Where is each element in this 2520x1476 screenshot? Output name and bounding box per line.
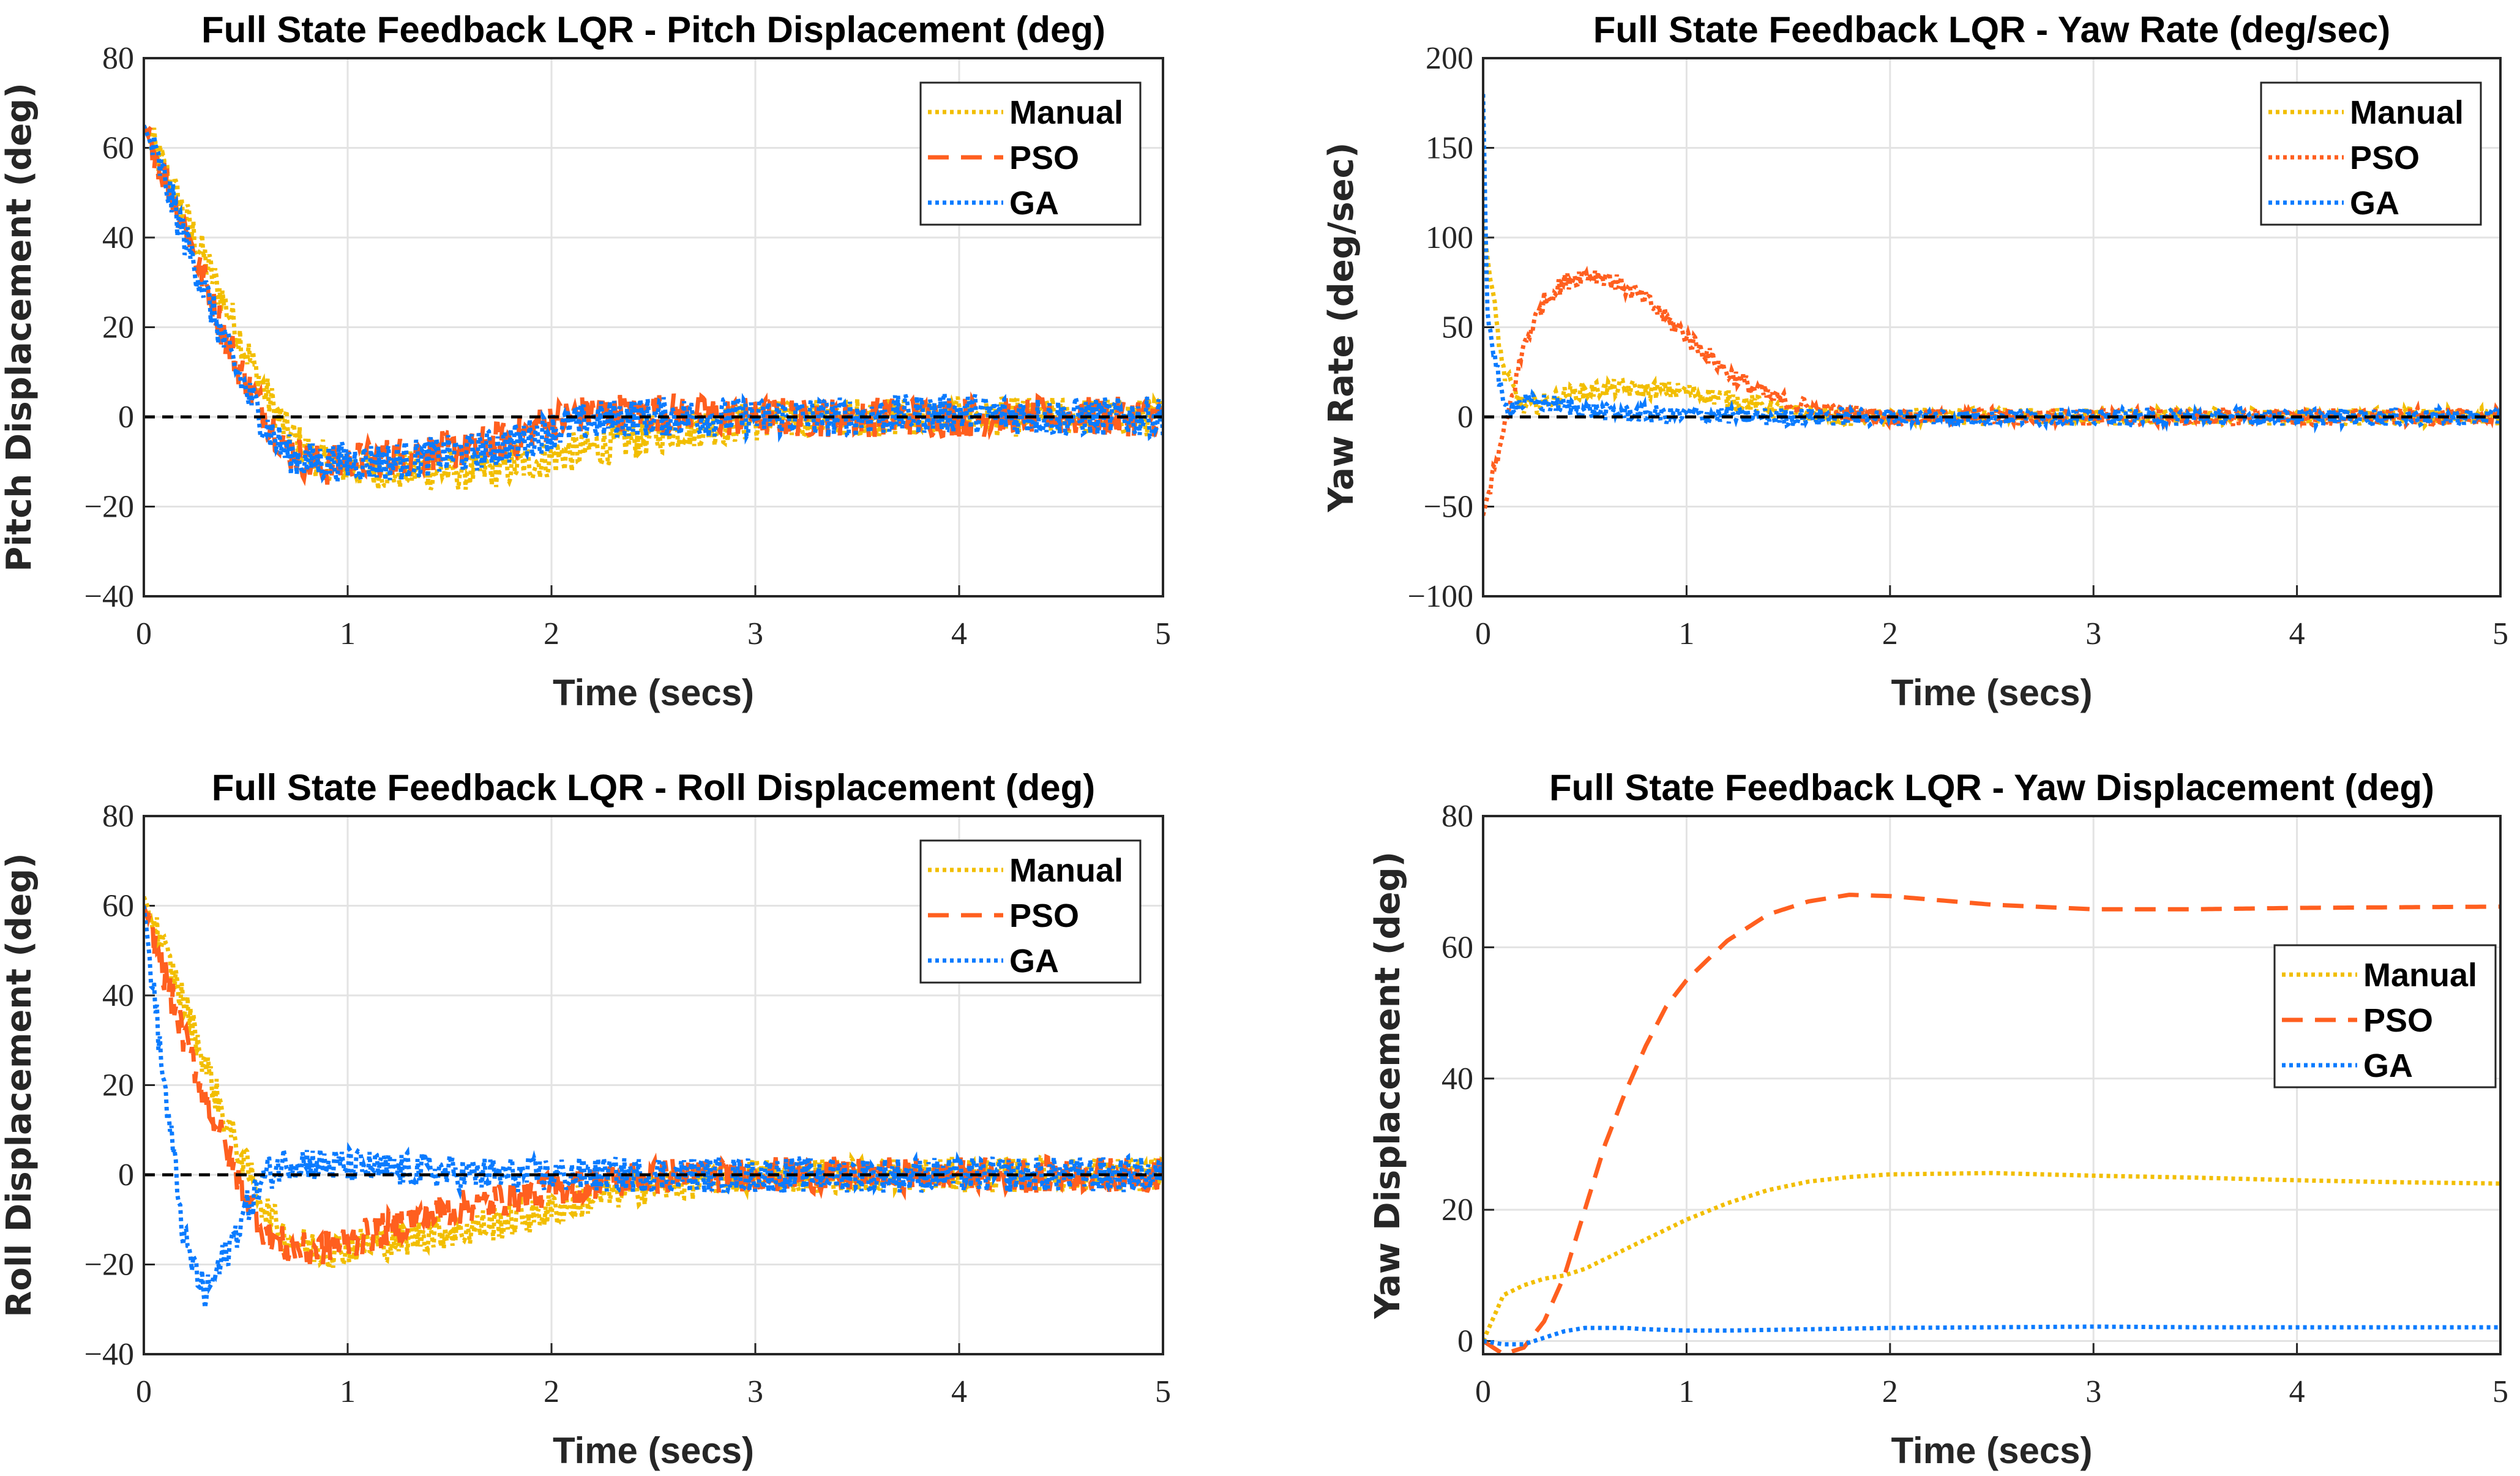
chart-title: Full State Feedback LQR - Yaw Rate (deg/… bbox=[1593, 9, 2391, 50]
y-tick-label: 40 bbox=[1441, 1062, 1473, 1096]
x-axis-label: Time (secs) bbox=[1891, 1430, 2092, 1471]
y-tick-label: 60 bbox=[1441, 930, 1473, 965]
y-tick-label: 20 bbox=[102, 1068, 134, 1103]
y-tick-label: −20 bbox=[84, 490, 134, 525]
legend-label-ga: GA bbox=[2363, 1047, 2413, 1084]
legend: Manual PSO GA bbox=[919, 81, 1142, 226]
y-tick-label: 200 bbox=[1426, 41, 1473, 76]
y-tick-label: 60 bbox=[102, 131, 134, 166]
legend-box bbox=[2260, 81, 2482, 226]
x-tick-label: 2 bbox=[544, 1374, 559, 1409]
x-tick-label: 3 bbox=[2085, 1374, 2101, 1409]
legend-box bbox=[919, 839, 1142, 984]
legend-label-ga: GA bbox=[2350, 185, 2399, 222]
x-tick-label: 0 bbox=[1475, 616, 1491, 651]
y-axis-label: Yaw Rate (deg/sec) bbox=[1322, 143, 1361, 513]
x-tick-label: 4 bbox=[951, 1374, 967, 1409]
y-tick-label: 0 bbox=[118, 1158, 134, 1193]
x-tick-label: 0 bbox=[1475, 1374, 1491, 1409]
chart-panel-3: 0 1 2 3 4 5 −40 −20 0 20 40 60 80 Manual PSO GA Full Sta… bbox=[0, 767, 1171, 1471]
x-tick-label: 3 bbox=[747, 1374, 763, 1409]
y-tick-label: −100 bbox=[1408, 579, 1473, 614]
chart-panel-4: 0 1 2 3 4 5 0 20 40 60 80 Manual PSO GA Full State Fee… bbox=[1368, 767, 2508, 1471]
x-tick-label: 0 bbox=[136, 1374, 152, 1409]
x-tick-label: 1 bbox=[1678, 1374, 1694, 1409]
legend: Manual PSO GA bbox=[2260, 81, 2482, 226]
y-tick-label: 50 bbox=[1441, 310, 1473, 345]
y-tick-label: −50 bbox=[1424, 490, 1473, 525]
y-axis-label: Pitch Displacement (deg) bbox=[0, 83, 39, 572]
legend: Manual PSO GA bbox=[2273, 944, 2497, 1088]
legend-label-manual: Manual bbox=[1009, 852, 1123, 889]
legend-label-pso: PSO bbox=[1009, 140, 1079, 176]
x-tick-label: 5 bbox=[2492, 1374, 2508, 1409]
chart-title: Full State Feedback LQR - Roll Displacem… bbox=[212, 767, 1096, 808]
y-tick-label: 0 bbox=[1457, 1324, 1473, 1359]
x-tick-label: 2 bbox=[544, 616, 559, 651]
y-tick-label: 80 bbox=[102, 799, 134, 834]
legend-box bbox=[919, 81, 1142, 226]
x-tick-label: 3 bbox=[747, 616, 763, 651]
y-tick-label: 80 bbox=[102, 41, 134, 76]
legend-label-manual: Manual bbox=[2350, 94, 2464, 131]
y-tick-label: 100 bbox=[1426, 220, 1473, 255]
legend-label-pso: PSO bbox=[2363, 1002, 2433, 1039]
x-tick-label: 5 bbox=[2492, 616, 2508, 651]
chart-title: Full State Feedback LQR - Yaw Displaceme… bbox=[1549, 767, 2434, 808]
series-line-manual bbox=[144, 896, 1163, 1269]
x-axis-label: Time (secs) bbox=[1891, 672, 2092, 713]
x-tick-label: 3 bbox=[2085, 616, 2101, 651]
x-tick-label: 4 bbox=[2289, 1374, 2305, 1409]
x-tick-label: 5 bbox=[1155, 1374, 1171, 1409]
y-tick-label: 150 bbox=[1426, 131, 1473, 166]
chart-title: Full State Feedback LQR - Pitch Displace… bbox=[201, 9, 1105, 50]
y-tick-label: −20 bbox=[84, 1248, 134, 1283]
x-tick-label: 2 bbox=[1882, 1374, 1898, 1409]
x-axis-label: Time (secs) bbox=[553, 672, 754, 713]
x-tick-label: 1 bbox=[1678, 616, 1694, 651]
y-axis-label: Yaw Displacement (deg) bbox=[1368, 852, 1408, 1320]
x-axis-label: Time (secs) bbox=[553, 1430, 754, 1471]
y-tick-label: 0 bbox=[118, 400, 134, 435]
legend-label-ga: GA bbox=[1009, 185, 1059, 222]
series-line-ga bbox=[144, 124, 1163, 487]
x-tick-label: 1 bbox=[340, 1374, 356, 1409]
x-tick-label: 5 bbox=[1155, 616, 1171, 651]
legend-label-pso: PSO bbox=[1009, 897, 1079, 934]
legend-label-pso: PSO bbox=[2350, 140, 2420, 176]
legend: Manual PSO GA bbox=[919, 839, 1142, 984]
axes-box bbox=[1482, 57, 2502, 598]
axes-box bbox=[143, 815, 1164, 1355]
y-tick-label: −40 bbox=[84, 1337, 134, 1372]
legend-label-ga: GA bbox=[1009, 943, 1059, 980]
legend-label-manual: Manual bbox=[2363, 957, 2477, 994]
y-tick-label: 20 bbox=[102, 310, 134, 345]
y-tick-label: −40 bbox=[84, 579, 134, 614]
x-tick-label: 4 bbox=[2289, 616, 2305, 651]
y-tick-label: 40 bbox=[102, 978, 134, 1013]
y-tick-label: 20 bbox=[1441, 1193, 1473, 1227]
chart-panel-1: 0 1 2 3 4 5 −40 −20 0 20 40 60 80 Manual PSO GA Full Sta… bbox=[0, 9, 1171, 713]
x-tick-label: 2 bbox=[1882, 616, 1898, 651]
axes-box bbox=[1482, 815, 2502, 1355]
chart-panel-2: 0 1 2 3 4 5 −100 −50 0 50 100 150 200 Manual PSO GA Full… bbox=[1322, 9, 2508, 713]
series-line-ga bbox=[144, 905, 1163, 1308]
x-tick-label: 4 bbox=[951, 616, 967, 651]
y-tick-label: 60 bbox=[102, 889, 134, 924]
y-tick-label: 40 bbox=[102, 220, 134, 255]
y-axis-label: Roll Displacement (deg) bbox=[0, 853, 39, 1317]
series-line-manual bbox=[1483, 1171, 2500, 1343]
legend-label-manual: Manual bbox=[1009, 94, 1123, 131]
y-tick-label: 80 bbox=[1441, 799, 1473, 834]
x-tick-label: 0 bbox=[136, 616, 152, 651]
x-tick-label: 1 bbox=[340, 616, 356, 651]
series-line-ga bbox=[1483, 1324, 2500, 1347]
y-tick-label: 0 bbox=[1457, 400, 1473, 435]
axes-box bbox=[143, 57, 1164, 598]
